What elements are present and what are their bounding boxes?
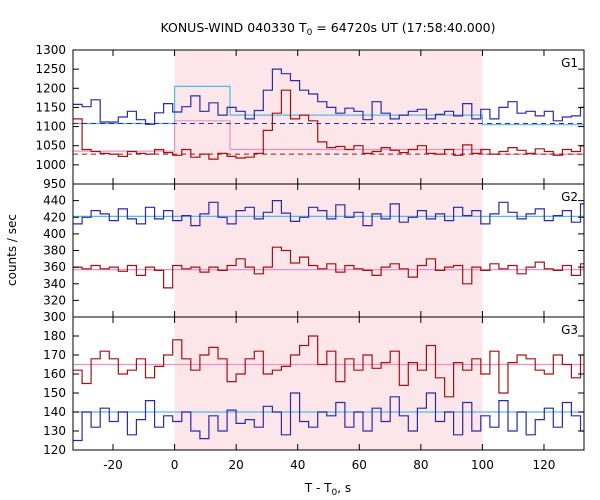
panel-g1-ytick-label: 1100	[35, 120, 66, 134]
panel-g1-ytick-label: 950	[43, 177, 66, 191]
xtick-label: 80	[413, 458, 428, 472]
x-axis-label-subscript: 0	[332, 488, 338, 498]
panels-group: 9501000105011001150120012501300G13003203…	[35, 43, 585, 472]
panel-g2-ytick-label: 300	[43, 310, 66, 324]
x-axis-label-rest: , s	[337, 481, 351, 495]
panel-g1-ytick-label: 1300	[35, 43, 66, 57]
xtick-label: 100	[471, 458, 494, 472]
panel-g1-fit-pink	[73, 120, 584, 155]
panel-g3-frame	[72, 316, 585, 451]
panel-g1-series-red	[73, 89, 584, 160]
panel-g2-series-blue	[73, 200, 584, 227]
panel-g1-series-blue	[73, 68, 584, 125]
panel-g1-ytick-label: 1200	[35, 81, 66, 95]
panel-g3-ytick-label: 150	[43, 386, 66, 400]
panel-g3-ytick-label: 130	[43, 424, 66, 438]
chart-title: KONUS-WIND 040330 T0 = 64720s UT (17:58:…	[160, 20, 495, 38]
panel-g2-ytick-label: 320	[43, 293, 66, 307]
xtick-label: 40	[290, 458, 305, 472]
panel-g3-ytick-label: 160	[43, 367, 66, 381]
xtick-label: 20	[229, 458, 244, 472]
panel-g3-ytick-label: 170	[43, 348, 66, 362]
panel-g1-ytick-label: 1000	[35, 158, 66, 172]
panel-g2-ytick-label: 420	[43, 210, 66, 224]
panel-g3-series-blue	[73, 392, 584, 442]
panel-g3-ytick-label: 140	[43, 405, 66, 419]
chart-title-main: KONUS-WIND 040330 T	[160, 20, 306, 35]
xtick-label: 0	[171, 458, 179, 472]
panel-g2-ytick-label: 440	[43, 194, 66, 208]
panel-g2-ytick-label: 400	[43, 227, 66, 241]
x-axis-label-main: T - T	[304, 481, 332, 495]
chart-title-subscript: 0	[307, 28, 313, 38]
panel-g3-ytick-label: 180	[43, 329, 66, 343]
x-axis-label: T - T0, s	[304, 481, 351, 498]
panel-g3-tag: G3	[561, 323, 578, 337]
panel-g2-tag: G2	[561, 190, 578, 204]
xtick-label: -20	[103, 458, 123, 472]
panel-g3-series-red	[73, 335, 584, 398]
xtick-label: 120	[533, 458, 556, 472]
panel-g2-ytick-label: 340	[43, 277, 66, 291]
highlight-interval	[174, 50, 483, 450]
chart-title-rest: = 64720s UT (17:58:40.000)	[312, 20, 495, 35]
xtick-label: 60	[352, 458, 367, 472]
y-axis-label: counts / sec	[5, 214, 19, 286]
panel-g1-ytick-label: 1050	[35, 139, 66, 153]
panel-g3-ytick-label: 120	[43, 443, 66, 457]
panel-g2-ytick-label: 380	[43, 244, 66, 258]
panel-g2-series-red	[73, 246, 584, 289]
panel-g1-ytick-label: 1250	[35, 62, 66, 76]
panel-g1-ytick-label: 1150	[35, 100, 66, 114]
panel-g1-tag: G1	[561, 56, 578, 70]
panel-g2-ytick-label: 360	[43, 260, 66, 274]
